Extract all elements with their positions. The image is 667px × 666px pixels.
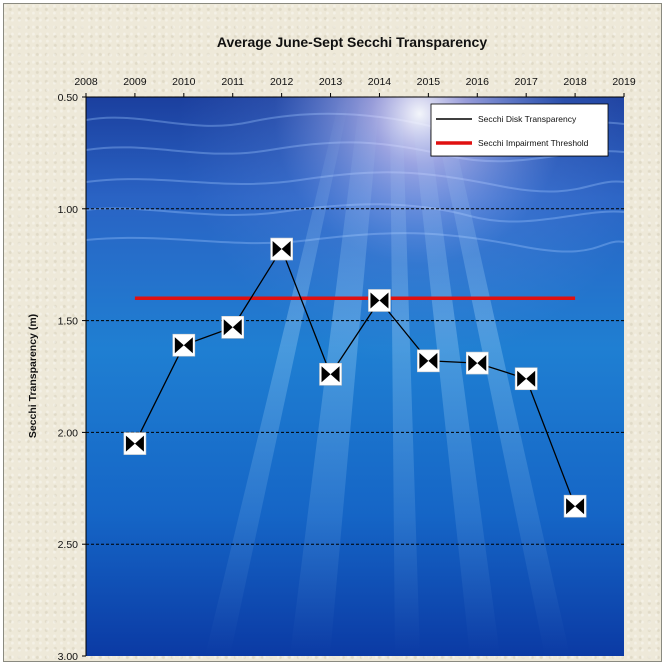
marker-left-wedge [272,241,282,258]
marker-right-wedge [477,355,487,372]
x-tick-label: 2012 [270,76,294,88]
y-axis: 0.50 1.00 1.50 2.00 2.50 3.00 [58,92,87,663]
y-tick-label: 2.00 [58,427,79,439]
x-tick-label: 2019 [612,76,636,88]
marker-right-wedge [379,292,389,309]
legend-box-fill [430,103,609,157]
secchi-disk-marker [465,351,489,375]
marker-right-wedge [232,319,242,336]
secchi-disk-marker [221,316,245,339]
x-tick-label: 2013 [319,76,343,88]
x-tick-label: 2008 [74,76,98,88]
x-tick-label: 2009 [123,76,147,88]
secchi-series [123,237,587,518]
marker-right-wedge [428,352,438,369]
marker-right-wedge [330,366,340,383]
marker-left-wedge [321,366,331,383]
plot-area [86,97,624,656]
secchi-disk-marker [172,333,196,357]
legend: Secchi Disk Transparency Secchi Impairme… [430,103,609,157]
y-tick-label: 1.00 [58,204,79,216]
legend-label-threshold: Secchi Impairment Threshold [478,138,589,148]
y-tick-label: 0.50 [58,92,79,104]
secchi-disk-marker [319,362,342,386]
secchi-disk-marker [417,349,440,373]
x-tick-label: 2011 [221,76,244,88]
secchi-disk-marker [270,237,293,261]
marker-left-wedge [419,352,429,369]
marker-left-wedge [370,292,380,309]
marker-right-wedge [281,241,291,258]
marker-right-wedge [526,370,536,387]
x-tick-label: 2016 [466,76,490,88]
x-tick-label: 2017 [515,76,539,88]
marker-right-wedge [134,435,144,452]
secchi-line [134,247,576,507]
marker-left-wedge [174,337,184,354]
light-rays [205,97,570,656]
secchi-disk-marker [123,432,147,455]
secchi-disk-marker [514,367,538,391]
x-tick-label: 2018 [563,76,587,88]
marker-right-wedge [575,498,585,515]
secchi-disk-marker [563,494,587,518]
marker-left-wedge [468,355,478,372]
marker-left-wedge [566,498,576,515]
y-tick-label: 3.00 [58,651,79,663]
marker-left-wedge [223,319,233,336]
marker-left-wedge [517,370,527,387]
y-axis-label: Secchi Transparency (m) [27,314,39,438]
x-tick-label: 2015 [417,76,441,88]
legend-label-secchi: Secchi Disk Transparency [478,114,577,124]
y-tick-label: 1.50 [58,316,79,328]
chart-title: Average June-Sept Secchi Transparency [217,34,487,50]
secchi-disk-marker [368,289,391,312]
x-tick-label: 2010 [172,76,196,88]
marker-left-wedge [125,435,135,452]
x-axis: 2008 2009 2010 2011 2012 2013 2014 2015 2016 2017… [74,76,636,98]
x-tick-label: 2014 [368,76,392,88]
y-tick-label: 2.50 [58,539,79,551]
marker-right-wedge [183,337,193,354]
